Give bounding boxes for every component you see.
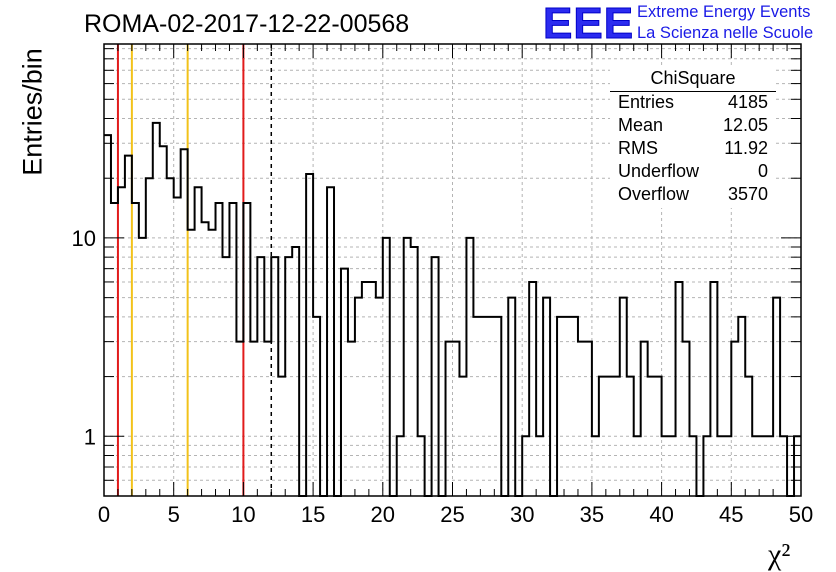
histogram-title: ROMA-02-2017-12-22-00568 <box>84 10 410 38</box>
x-tick-label: 30 <box>510 502 534 527</box>
stats-label: Mean <box>618 115 664 135</box>
x-tick-label: 40 <box>649 502 673 527</box>
x-tick-label: 0 <box>98 502 110 527</box>
stats-row-rms: RMS 11.92 <box>618 138 768 160</box>
x-tick-label: 15 <box>301 502 325 527</box>
stats-value: 11.92 <box>724 138 768 158</box>
stats-row-entries: Entries 4185 <box>618 92 768 114</box>
stats-value: 12.05 <box>722 115 768 135</box>
x-axis-label: χ² <box>768 538 791 571</box>
stats-row-overflow: Overflow 3570 <box>618 184 768 206</box>
logo-line-2: La Scienza nelle Scuole <box>637 24 814 42</box>
stats-label: Underflow <box>618 161 700 181</box>
y-tick-label: 10 <box>72 226 96 251</box>
stats-box-divider <box>610 91 776 92</box>
logo-line-1: Extreme Energy Events <box>637 3 811 21</box>
stats-value: 3570 <box>727 184 768 204</box>
x-tick-label: 35 <box>580 502 604 527</box>
y-axis-label: Entries/bin <box>17 48 48 176</box>
stats-label: RMS <box>618 138 658 158</box>
stats-row-underflow: Underflow 0 <box>618 161 768 183</box>
stats-box-title: ChiSquare <box>650 68 736 88</box>
eee-logo-text: Extreme Energy Events La Scienza nelle S… <box>637 2 813 44</box>
stats-label: Overflow <box>618 184 690 204</box>
stats-value: 0 <box>757 161 768 181</box>
stats-value: 4185 <box>727 92 768 112</box>
x-tick-label: 45 <box>719 502 743 527</box>
stats-row-mean: Mean 12.05 <box>618 115 768 137</box>
x-tick-label: 20 <box>371 502 395 527</box>
x-tick-label: 25 <box>440 502 464 527</box>
stats-box: ChiSquare Entries 4185 Mean 12.05 RMS 11… <box>610 66 776 208</box>
eee-logo: EEE <box>542 0 635 48</box>
x-tick-label: 50 <box>789 502 813 527</box>
y-tick-label: 1 <box>84 424 96 449</box>
x-tick-label: 5 <box>168 502 180 527</box>
x-tick-label: 10 <box>231 502 255 527</box>
stats-label: Entries <box>618 92 675 112</box>
